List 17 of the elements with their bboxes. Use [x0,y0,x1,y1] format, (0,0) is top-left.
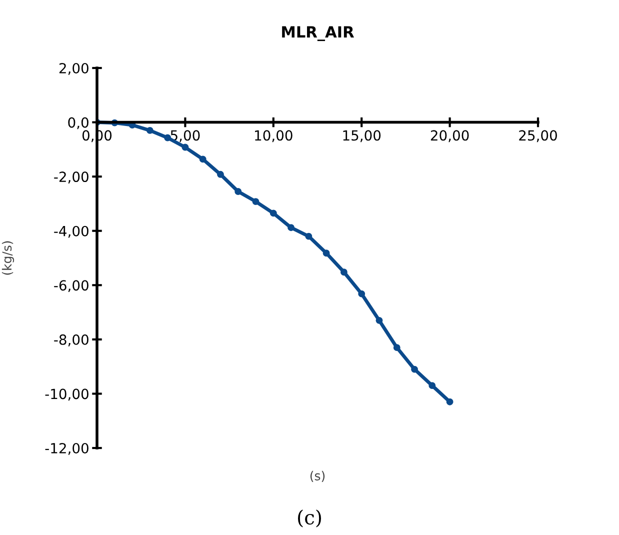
y-tick-label: -10,00 [45,388,88,401]
x-tick-label: 5,00 [170,130,200,142]
y-tick-label: 2,00 [59,62,88,75]
y-tick-label: 0,0 [68,117,88,130]
text: (c) [298,510,321,528]
x-tick-label: 15,00 [343,130,381,142]
x-tick-label: 25,00 [519,130,557,142]
y-tick-label: -6,00 [54,280,88,292]
x-tick-label: 10,00 [255,130,292,142]
x-axis-title: (s) [310,470,325,482]
y-axis-title: (kg/s) [2,241,14,275]
y-tick-label: -8,00 [54,334,88,346]
y-tick-label: -2,00 [54,172,88,184]
y-tick-label: -4,00 [54,226,88,238]
chart-title: MLR_AIR [282,26,354,42]
x-tick-label: 20,00 [430,130,469,142]
y-tick-label: -12,00 [45,442,88,455]
